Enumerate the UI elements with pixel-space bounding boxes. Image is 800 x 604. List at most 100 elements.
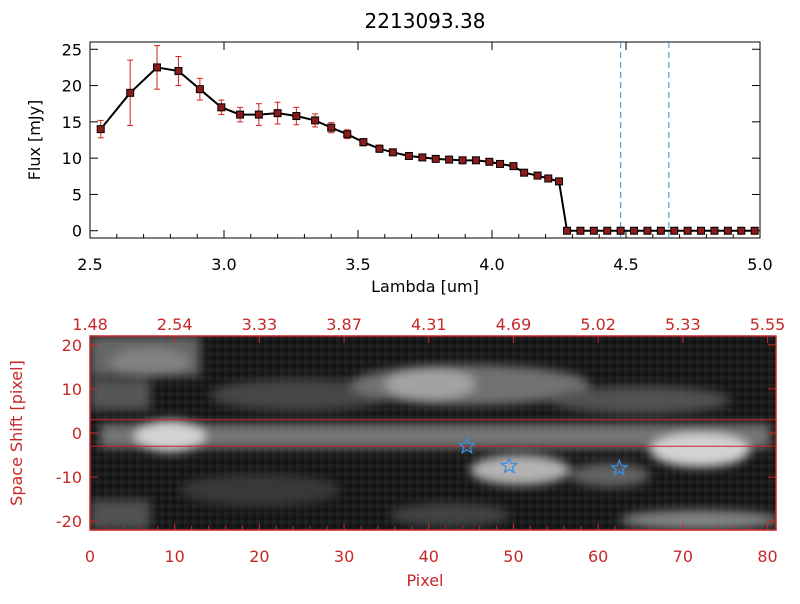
data-point: [576, 226, 585, 235]
y-tick-label: 25: [62, 40, 82, 59]
data-point: [388, 148, 397, 157]
data-point: [616, 226, 625, 235]
data-point: [710, 226, 719, 235]
y-tick-label: 5: [72, 185, 82, 204]
wavelength-tick-label: 4.69: [496, 315, 532, 334]
data-point: [126, 88, 135, 97]
star-marker: [457, 436, 477, 455]
x-axis-ticks: 2.5 3.0 3.5 4.0 4.5 5.0: [77, 42, 773, 274]
data-point: [359, 138, 368, 147]
pixel-tick-label: 80: [757, 547, 777, 566]
spectrum-image: [90, 336, 776, 530]
x-tick-label: 4.0: [479, 255, 504, 274]
wavelength-marker-lines: [620, 42, 670, 238]
data-point: [563, 226, 572, 235]
pixel-tick-label: 30: [334, 547, 354, 566]
pixel-tick-label: 10: [165, 547, 185, 566]
space-shift-tick-label: 0: [72, 424, 82, 443]
line-position-markers: [457, 436, 629, 477]
data-point: [656, 226, 665, 235]
wavelength-tick-label: 1.48: [72, 315, 108, 334]
y-tick-label: 20: [62, 77, 82, 96]
space-shift-axis-label: Space Shift [pixel]: [7, 360, 26, 506]
chart-title: 2213093.38: [365, 9, 486, 33]
data-point: [217, 103, 226, 112]
data-point: [343, 130, 352, 139]
data-point: [750, 226, 759, 235]
y-tick-label: 10: [62, 149, 82, 168]
x-tick-label: 4.5: [613, 255, 638, 274]
pixel-tick-label: 50: [503, 547, 523, 566]
data-point: [496, 159, 505, 168]
data-point: [327, 123, 336, 132]
x-tick-label: 3.0: [211, 255, 236, 274]
data-point: [471, 156, 480, 165]
space-shift-tick-label: 10: [62, 380, 82, 399]
data-point: [589, 226, 598, 235]
wavelength-tick-label: 3.87: [326, 315, 362, 334]
data-point: [236, 110, 245, 119]
space-shift-axis-ticks: -20 -10 0 10 20: [56, 336, 776, 531]
data-point: [292, 112, 301, 121]
wavelength-top-axis-ticks: 1.48 2.54 3.33 3.87 4.31 4.69 5.02 5.33 5.55: [72, 315, 785, 343]
star-marker: [609, 458, 629, 477]
pixel-axis-ticks: 0 10 20 30 40 50 60 70 80: [85, 523, 778, 566]
data-point: [153, 63, 161, 72]
data-point: [670, 226, 679, 235]
data-point: [643, 226, 652, 235]
data-point: [431, 154, 440, 163]
data-point: [458, 156, 467, 165]
pixel-tick-label: 60: [588, 547, 608, 566]
x-tick-label: 5.0: [747, 255, 772, 274]
data-point: [555, 177, 563, 186]
pixel-tick-label: 20: [249, 547, 269, 566]
extraction-aperture-lines: [90, 419, 776, 447]
y-tick-label: 15: [62, 113, 82, 132]
space-shift-tick-label: 20: [62, 336, 82, 355]
y-tick-label: 0: [72, 222, 82, 241]
data-point: [404, 151, 413, 160]
space-shift-tick-label: -20: [56, 512, 82, 531]
wavelength-tick-label: 5.02: [580, 315, 616, 334]
spectrum-plot-frame: [89, 41, 761, 239]
data-point: [533, 171, 542, 180]
data-point: [723, 226, 732, 235]
y-axis-label: Flux [mJy]: [25, 100, 44, 181]
flux-points: [96, 63, 759, 235]
y-axis-ticks: 0 5 10 15 20 25: [62, 40, 760, 241]
x-tick-label: 3.5: [345, 255, 370, 274]
pixel-tick-label: 0: [85, 547, 95, 566]
data-point: [254, 110, 263, 119]
pixel-tick-label: 40: [419, 547, 439, 566]
data-point: [485, 157, 494, 166]
data-point: [273, 109, 282, 118]
data-point: [375, 144, 384, 153]
data-point: [520, 168, 529, 177]
data-point: [603, 226, 612, 235]
wavelength-tick-label: 4.31: [411, 315, 447, 334]
wavelength-tick-label: 5.33: [665, 315, 701, 334]
pixel-tick-label: 70: [673, 547, 693, 566]
data-point: [544, 174, 553, 183]
wavelength-tick-label: 2.54: [157, 315, 193, 334]
data-point: [174, 67, 183, 76]
x-tick-label: 2.5: [77, 255, 102, 274]
spectrum-chart: 2213093.38 2.5 3.0 3.5 4.0 4.5 5.0 0 5 10 15 20 25…: [25, 9, 773, 296]
data-point: [445, 155, 454, 164]
wavelength-tick-label: 5.55: [750, 315, 786, 334]
data-point: [96, 125, 105, 134]
data-point: [311, 116, 320, 125]
data-point: [630, 226, 639, 235]
wavelength-tick-label: 3.33: [242, 315, 278, 334]
data-point: [418, 153, 427, 162]
spectrum-image-panel: 0 10 20 30 40 50 60 70 80 1.48 2.54 3.33 3.87 4.31 4.…: [7, 315, 785, 590]
data-point: [195, 85, 204, 94]
data-point: [737, 226, 746, 235]
star-marker: [499, 456, 519, 474]
data-point: [683, 226, 692, 235]
data-point: [509, 162, 518, 171]
space-shift-tick-label: -10: [56, 468, 82, 487]
data-point: [697, 226, 706, 235]
x-axis-label: Lambda [um]: [371, 277, 479, 296]
